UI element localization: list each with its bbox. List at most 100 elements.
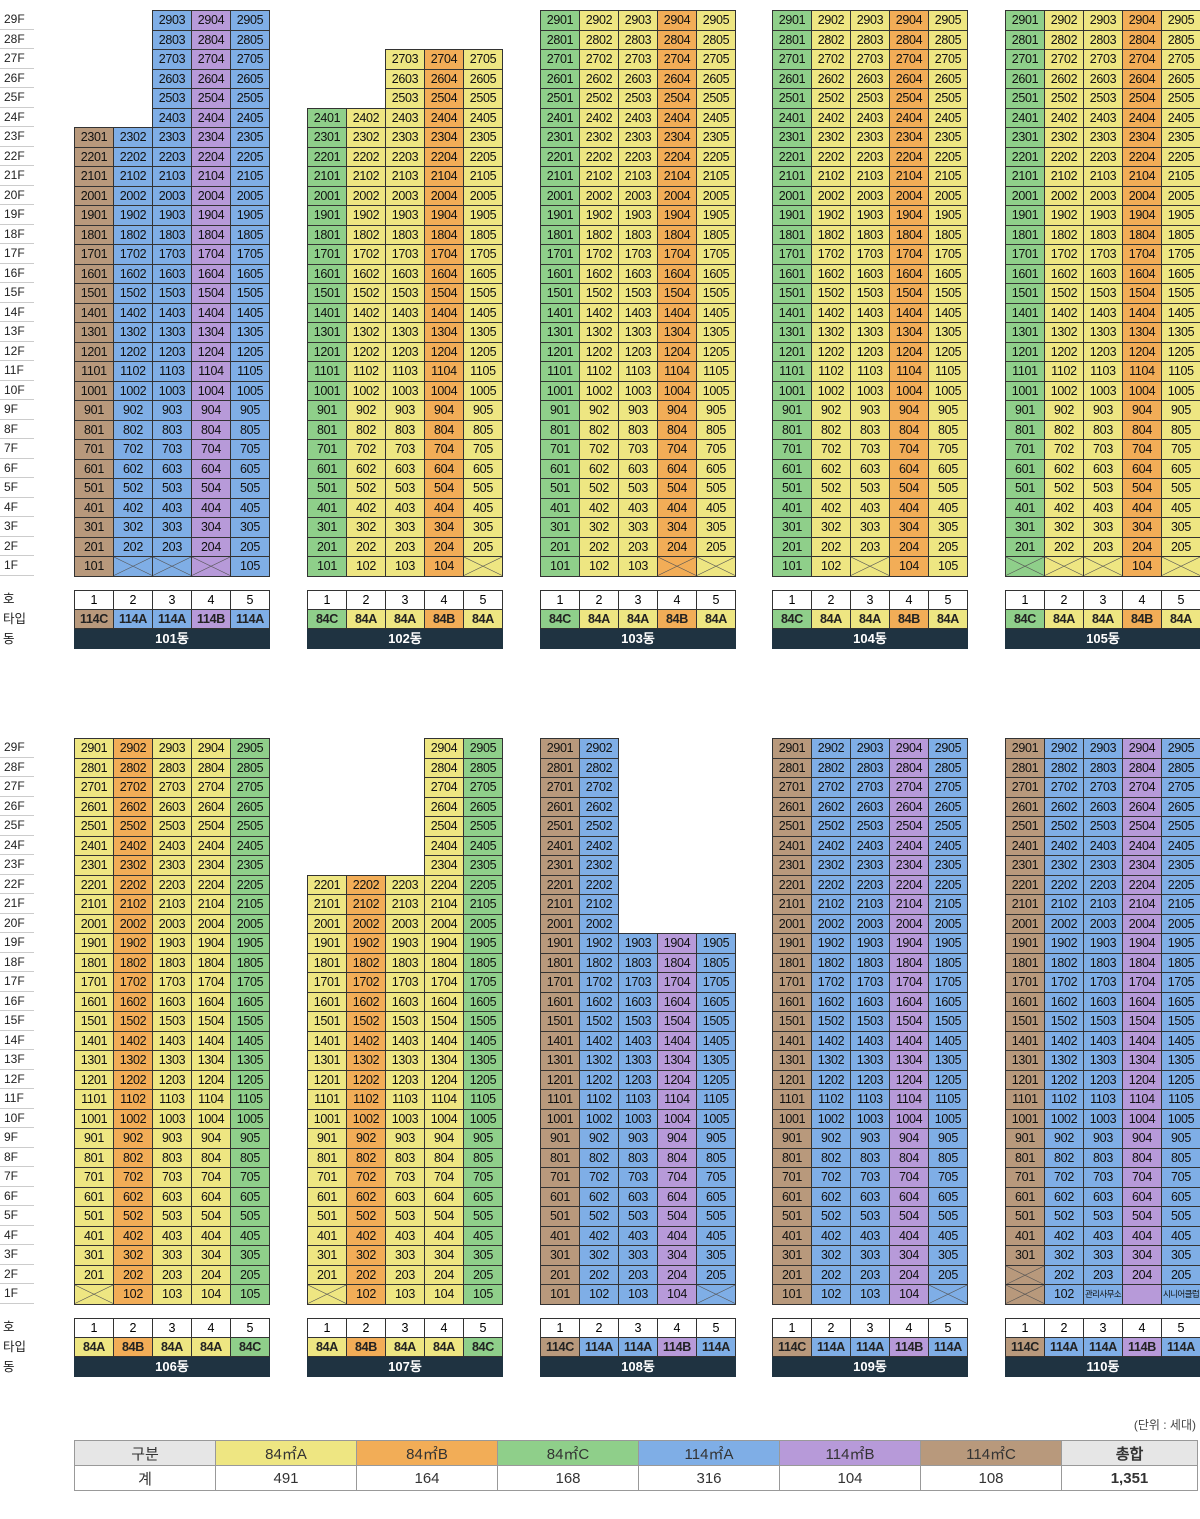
unit-cell: 1002 — [579, 380, 619, 401]
unit-cell: 102 — [579, 556, 619, 577]
unit-cell: 202 — [113, 536, 153, 557]
unit-cell: 2302 — [346, 127, 386, 148]
unit-cell: 2002 — [579, 913, 619, 934]
unit-cell: 302 — [1044, 517, 1084, 538]
unit-cell: 1301 — [74, 322, 114, 343]
unit-cell: 502 — [113, 1206, 153, 1227]
unit-cell: 701 — [1005, 1167, 1045, 1188]
unit-cell: 2005 — [928, 913, 968, 934]
unit-cell: 505 — [230, 478, 270, 499]
unit-cell: 1805 — [230, 952, 270, 973]
unit-cell: 2704 — [424, 777, 464, 798]
unit-cell: 1803 — [1083, 952, 1123, 973]
unit-cell: 1304 — [424, 1050, 464, 1071]
unit-cell: 2804 — [889, 29, 929, 50]
unit-cell: 1503 — [1083, 1011, 1123, 1032]
empty-unit-cell — [696, 1284, 736, 1305]
unit-cell: 2704 — [889, 777, 929, 798]
unit-cell: 805 — [1161, 1147, 1200, 1168]
unit-cell: 1601 — [307, 263, 347, 284]
unit-cell: 303 — [1083, 1245, 1123, 1266]
unit-cell: 2804 — [424, 757, 464, 778]
unit-cell: 1401 — [540, 1030, 580, 1051]
unit-cell: 2105 — [463, 166, 503, 187]
floor-label: 27F — [0, 49, 34, 69]
unit-cell: 305 — [928, 1245, 968, 1266]
unit-cell: 1805 — [463, 952, 503, 973]
unit-cell: 1002 — [113, 1108, 153, 1129]
unit-cell: 804 — [889, 419, 929, 440]
unit-cell: 2103 — [385, 894, 425, 915]
unit-cell: 1901 — [1005, 933, 1045, 954]
unit-cell: 1704 — [657, 244, 697, 265]
unit-cell: 2304 — [1122, 127, 1162, 148]
unit-cell: 1701 — [772, 972, 812, 993]
unit-cell: 404 — [657, 1225, 697, 1246]
unit-cell: 1101 — [772, 1089, 812, 1110]
unit-cell: 2202 — [346, 874, 386, 895]
unit-cell: 1601 — [540, 991, 580, 1012]
unit-cell: 1401 — [307, 302, 347, 323]
unit-cell: 2801 — [1005, 757, 1045, 778]
unit-cell: 2705 — [928, 49, 968, 70]
empty-unit-cell — [928, 1284, 968, 1305]
unit-cell: 505 — [1161, 1206, 1200, 1227]
unit-cell: 1901 — [74, 205, 114, 226]
unit-cell: 405 — [463, 497, 503, 518]
unit-cell: 2201 — [540, 874, 580, 895]
unit-cell: 1403 — [152, 302, 192, 323]
unit-cell: 2702 — [1044, 777, 1084, 798]
unit-cell: 2404 — [191, 107, 231, 128]
unit-cell: 1803 — [618, 224, 658, 245]
summary-header-114a: 114㎡A — [638, 1440, 780, 1466]
summary-value-114b: 104 — [779, 1465, 921, 1491]
unit-cell: 603 — [618, 1186, 658, 1207]
unit-cell: 1401 — [1005, 302, 1045, 323]
unit-cell: 803 — [850, 419, 890, 440]
unit-cell: 2904 — [657, 10, 697, 31]
unit-cell: 1702 — [1044, 972, 1084, 993]
unit-cell: 1904 — [191, 933, 231, 954]
unit-cell: 1204 — [191, 1069, 231, 1090]
unit-cell: 2205 — [230, 874, 270, 895]
unit-cell: 1402 — [346, 1030, 386, 1051]
ho-number-cell: 3 — [850, 1317, 890, 1338]
unit-cell: 2403 — [850, 107, 890, 128]
unit-cell: 1204 — [889, 341, 929, 362]
unit-cell: 1204 — [657, 341, 697, 362]
unit-cell: 1503 — [152, 283, 192, 304]
unit-cell: 1102 — [113, 361, 153, 382]
unit-cell: 2102 — [579, 894, 619, 915]
floor-label: 28F — [0, 30, 34, 49]
unit-cell: 1002 — [579, 1108, 619, 1129]
unit-cell: 1903 — [152, 933, 192, 954]
type-cell: 114A — [928, 1336, 968, 1357]
unit-cell: 2703 — [618, 49, 658, 70]
floor-label: 14F — [0, 303, 34, 322]
unit-cell: 901 — [540, 1128, 580, 1149]
unit-cell: 2604 — [424, 796, 464, 817]
unit-cell: 1902 — [811, 205, 851, 226]
unit-cell: 1002 — [113, 380, 153, 401]
unit-cell: 2301 — [540, 127, 580, 148]
summary-row-label: 계 — [74, 1465, 216, 1491]
unit-cell: 705 — [1161, 1167, 1200, 1188]
unit-cell: 1303 — [1083, 322, 1123, 343]
type-cell: 84A — [618, 608, 658, 629]
unit-cell: 2001 — [307, 185, 347, 206]
unit-cell: 2603 — [850, 68, 890, 89]
unit-cell: 2004 — [424, 185, 464, 206]
unit-cell: 2803 — [152, 29, 192, 50]
unit-cell: 603 — [1083, 458, 1123, 479]
unit-cell: 801 — [540, 1147, 580, 1168]
floor-label: 22F — [0, 147, 34, 166]
floor-label: 24F — [0, 108, 34, 127]
unit-cell: 601 — [540, 458, 580, 479]
unit-cell: 1803 — [850, 224, 890, 245]
unit-cell: 2901 — [772, 738, 812, 759]
unit-cell: 2705 — [230, 777, 270, 798]
unit-cell: 2205 — [1161, 146, 1200, 167]
unit-cell: 1003 — [152, 380, 192, 401]
unit-cell: 1802 — [579, 952, 619, 973]
unit-cell: 2104 — [1122, 894, 1162, 915]
